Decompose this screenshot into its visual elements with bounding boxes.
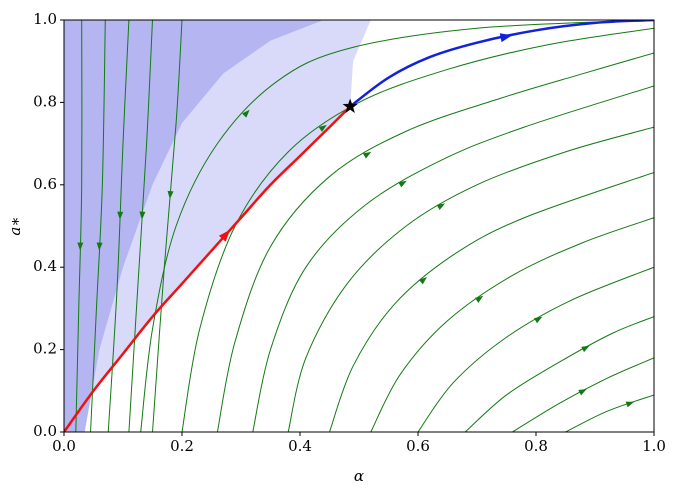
arrow-head (241, 109, 250, 118)
arrow-head (625, 401, 635, 408)
arrow-head (96, 242, 103, 251)
trajectory (64, 105, 352, 432)
arrow-head (436, 203, 446, 211)
streamline (329, 171, 654, 432)
arrow-head (474, 295, 484, 303)
streamline (512, 357, 654, 432)
y-tick-label: 1.0 (33, 10, 57, 28)
y-axis-label: a∗ (6, 216, 24, 235)
plot-area (64, 20, 654, 432)
streamline (252, 85, 654, 432)
streamline (181, 27, 654, 432)
arrow-head (167, 190, 174, 200)
streamline (417, 266, 654, 432)
x-tick-label: 0.4 (288, 437, 312, 455)
x-tick-label: 0.2 (170, 437, 194, 455)
x-axis-label: α (354, 467, 364, 485)
streamline (128, 20, 153, 432)
x-tick-label: 0.6 (406, 437, 430, 455)
region (64, 20, 324, 432)
arrow-head (139, 211, 146, 220)
streamline (216, 52, 654, 432)
trajectory (349, 20, 654, 108)
arrow-head (533, 316, 543, 324)
arrow-head (398, 180, 407, 188)
streamline (464, 316, 654, 432)
streamline (370, 217, 654, 432)
arrow-head (117, 211, 124, 220)
streamline (287, 126, 654, 432)
arrow-head (362, 151, 372, 159)
plot-frame (63, 19, 655, 433)
x-tick-label: 1.0 (642, 437, 666, 455)
arrow-head (77, 242, 84, 251)
y-tick-label: 0.0 (33, 422, 57, 440)
arrow-head (218, 229, 231, 242)
x-tick-label: 0.8 (524, 437, 548, 455)
x-tick-label: 0.0 (52, 437, 76, 455)
arrow-head (499, 33, 513, 43)
arrow-head (581, 345, 590, 353)
arrow-head (418, 276, 427, 285)
streamline (107, 20, 130, 432)
streamline (565, 394, 654, 432)
y-tick-label: 0.8 (33, 92, 57, 110)
streamline (140, 20, 654, 432)
y-tick-label: 0.4 (33, 257, 57, 275)
y-tick-label: 0.2 (33, 340, 57, 358)
y-tick-label: 0.6 (33, 175, 57, 193)
equilibrium-star (342, 98, 358, 113)
streamline (152, 20, 183, 432)
arrow-head (318, 124, 327, 132)
arrow-head (578, 388, 587, 396)
